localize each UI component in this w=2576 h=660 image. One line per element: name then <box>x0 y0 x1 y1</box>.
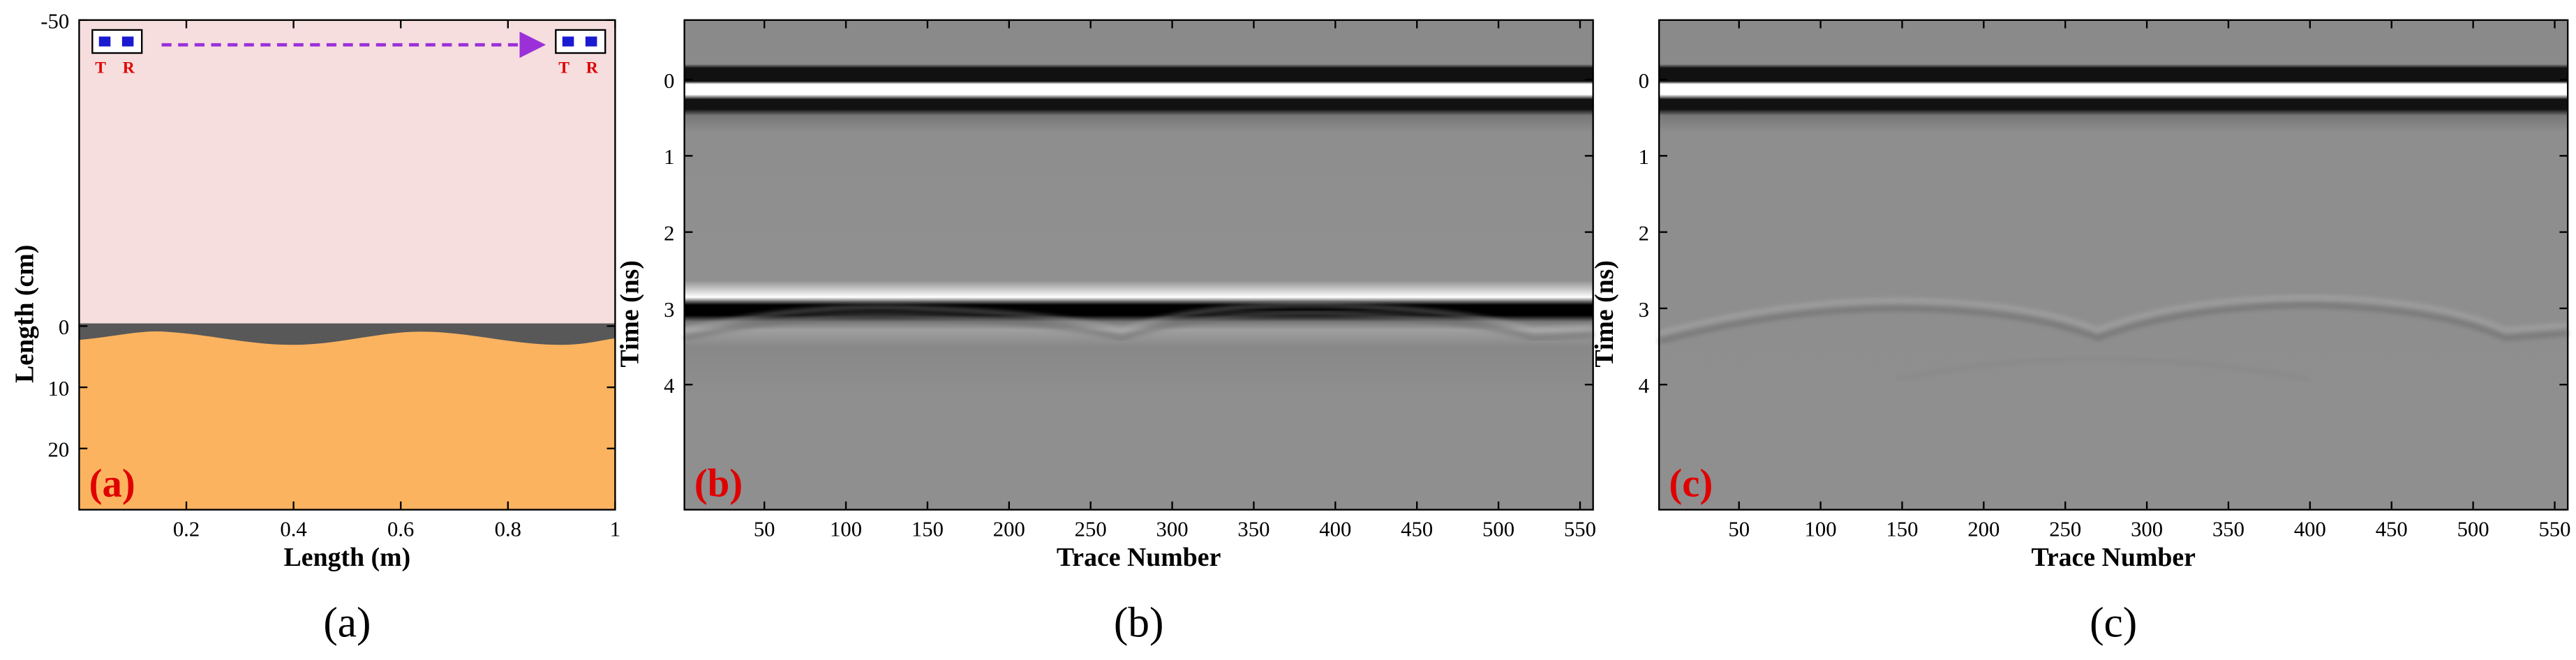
annotation: T <box>558 59 569 77</box>
model-image <box>79 20 616 510</box>
y-tick-label: 4 <box>1639 374 1649 398</box>
caption: (a) <box>323 599 371 647</box>
x-tick-label: 350 <box>2212 517 2244 541</box>
radargram-image <box>683 20 1593 510</box>
x-tick-label: 300 <box>1156 517 1189 541</box>
x-axis-label: Trace Number <box>1057 543 1221 572</box>
panel-label: (b) <box>694 462 743 506</box>
x-tick-label: 0.4 <box>280 517 306 541</box>
x-tick-label: 550 <box>1564 517 1596 541</box>
plot-frame <box>1658 19 2569 511</box>
panel-label: (a) <box>89 462 135 506</box>
y-tick-label: 0 <box>1639 69 1649 93</box>
y-axis-label: Length (cm) <box>10 245 39 383</box>
x-tick-label: 450 <box>2376 517 2408 541</box>
annotation: R <box>586 59 599 77</box>
x-tick-label: 1 <box>610 517 620 541</box>
annotation: R <box>123 59 135 77</box>
annotation: T <box>95 59 106 77</box>
x-tick-label: 0.6 <box>387 517 414 541</box>
x-tick-label: 0.8 <box>495 517 521 541</box>
x-tick-label: 400 <box>2294 517 2326 541</box>
radargram-image <box>1658 20 2568 510</box>
x-tick-label: 50 <box>1728 517 1750 541</box>
x-tick-label: 250 <box>2049 517 2081 541</box>
x-tick-label: 100 <box>1805 517 1837 541</box>
y-tick-label: 4 <box>664 374 674 398</box>
x-tick-label: 300 <box>2131 517 2163 541</box>
x-tick-label: 400 <box>1319 517 1351 541</box>
y-tick-label: 3 <box>1639 298 1649 322</box>
x-axis-label: Trace Number <box>2031 543 2195 572</box>
panel-label: (c) <box>1669 462 1713 506</box>
x-tick-label: 50 <box>754 517 775 541</box>
caption: (b) <box>1114 599 1164 647</box>
x-tick-label: 500 <box>1482 517 1514 541</box>
x-tick-label: 150 <box>911 517 944 541</box>
x-tick-label: 350 <box>1237 517 1270 541</box>
y-tick-label: 2 <box>1639 221 1649 245</box>
y-axis-label: Time (ns) <box>615 260 644 368</box>
y-tick-label: 3 <box>664 298 674 322</box>
y-axis-label: Time (ns) <box>1590 260 1619 368</box>
y-tick-label: 1 <box>664 145 674 169</box>
x-tick-label: 150 <box>1886 517 1918 541</box>
x-axis-label: Length (m) <box>284 543 411 572</box>
x-tick-label: 500 <box>2457 517 2489 541</box>
x-tick-label: 550 <box>2538 517 2570 541</box>
y-tick-label: 2 <box>664 221 674 245</box>
y-tick-label: 1 <box>1639 145 1649 169</box>
y-tick-label: 0 <box>59 315 69 339</box>
y-tick-label: 20 <box>48 438 70 462</box>
x-tick-label: 0.2 <box>173 517 200 541</box>
plot-frame <box>78 19 616 511</box>
x-tick-label: 450 <box>1401 517 1433 541</box>
y-tick-label: 10 <box>48 377 70 400</box>
plot-frame <box>683 19 1594 511</box>
y-tick-label: 0 <box>664 69 674 93</box>
x-tick-label: 200 <box>993 517 1025 541</box>
x-tick-label: 200 <box>1967 517 2000 541</box>
caption: (c) <box>2090 599 2137 647</box>
y-tick-label: -50 <box>40 10 69 33</box>
x-tick-label: 250 <box>1075 517 1107 541</box>
x-tick-label: 100 <box>830 517 862 541</box>
